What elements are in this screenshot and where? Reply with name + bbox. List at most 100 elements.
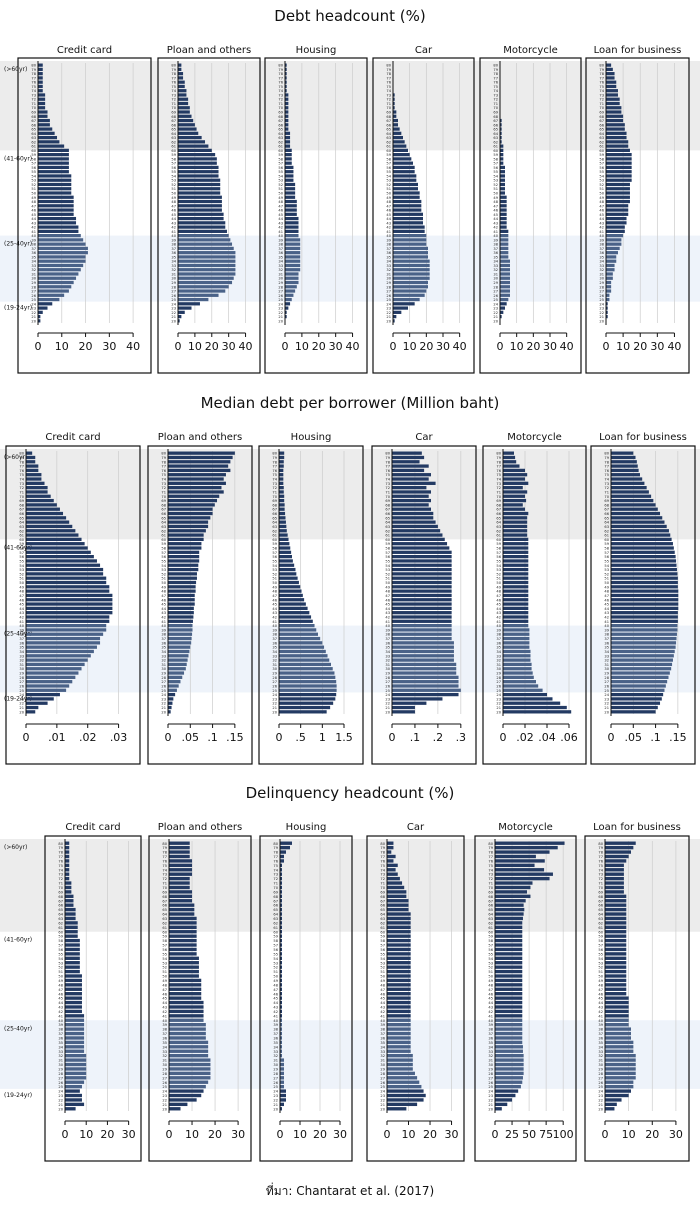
x-tick-label: 30 [436,340,450,353]
bar-age-80 [503,451,514,455]
bar-age-51 [280,969,282,974]
age-tick-label: 65 [31,128,36,132]
bar-age-31 [611,662,673,667]
bar-age-50 [393,191,420,195]
age-tick-label: 36 [496,641,501,645]
bar-age-47 [26,593,113,598]
bar-age-20 [178,319,180,323]
age-tick-label: 57 [493,162,498,166]
bar-age-43 [500,221,507,225]
bar-age-64 [178,131,199,135]
bar-age-22 [393,310,402,314]
bar-age-45 [285,212,297,216]
age-tick-label: 59 [162,935,167,939]
age-tick-label: 24 [171,302,176,306]
age-tick-label: 35 [58,1041,63,1045]
bar-age-39 [178,238,231,242]
age-tick-label: 60 [385,538,390,542]
bar-age-65 [392,516,434,520]
age-tick-label: 64 [385,521,390,525]
age-tick-label: 73 [278,93,283,97]
bar-age-69 [393,110,397,114]
age-tick-label: 52 [19,572,24,576]
bar-age-23 [178,306,192,310]
age-tick-label: 29 [58,1068,63,1072]
bar-age-34 [495,1045,523,1049]
panel-frame [148,835,252,1162]
bar-age-57 [495,943,523,947]
x-tick-label: 10 [293,1128,307,1141]
bar-age-63 [503,524,528,529]
bar-age-58 [279,546,291,550]
age-tick-label: 51 [161,577,166,581]
bar-age-37 [393,246,428,251]
bar-age-49 [65,978,82,983]
age-tick-label: 55 [31,170,36,174]
age-tick-label: 66 [598,904,603,908]
age-tick-label: 75 [599,85,604,89]
age-tick-label: 24 [278,302,283,306]
age-tick-label: 69 [273,890,278,894]
bar-age-70 [169,885,190,890]
bar-age-27 [65,1076,87,1080]
bar-age-23 [500,306,505,310]
age-tick-label: 74 [272,478,277,482]
age-tick-label: 57 [161,551,166,555]
age-tick-label: 33 [598,1050,603,1054]
age-tick-label: 43 [19,611,24,615]
age-tick-label: 27 [272,680,277,684]
age-tick-label: 79 [171,68,176,72]
bar-age-26 [393,293,425,297]
bar-age-65 [285,127,289,131]
age-tick-label: 27 [385,680,390,684]
age-tick-label: 56 [496,555,501,559]
age-tick-label: 55 [385,559,390,563]
age-tick-label: 75 [171,85,176,89]
age-tick-label: 72 [599,98,604,102]
bar-age-43 [26,611,113,615]
age-tick-label: 66 [493,123,498,127]
bar-age-69 [606,110,622,114]
age-tick-label: 78 [496,460,501,464]
bar-age-66 [178,123,195,127]
bar-age-34 [26,649,94,654]
age-tick-label: 25 [161,689,166,693]
bar-age-80 [38,63,43,67]
age-tick-label: 66 [19,512,24,516]
bar-age-21 [168,705,172,710]
age-tick-label: 59 [58,935,63,939]
age-tick-label: 64 [493,132,498,136]
bar-age-37 [26,636,101,641]
age-tick-label: 53 [599,179,604,183]
age-tick-label: 54 [58,957,63,961]
age-tick-label: 65 [161,516,166,520]
bar-age-25 [605,1084,634,1089]
age-tick-label: 62 [273,921,278,925]
bar-age-64 [500,131,502,135]
age-tick-label: 54 [386,174,391,178]
age-tick-label: 48 [496,590,501,594]
age-tick-label: 43 [493,221,498,225]
bar-age-29 [392,671,457,675]
age-tick-label: 70 [488,886,493,890]
age-tick-label: 73 [488,873,493,877]
bar-age-54 [503,563,529,567]
bar-age-49 [168,585,196,589]
bar-age-25 [606,297,610,302]
age-tick-label: 68 [162,895,167,899]
bar-age-56 [285,165,294,170]
age-tick-label: 55 [604,559,609,563]
age-tick-label: 61 [386,145,391,149]
age-tick-label: 66 [161,512,166,516]
age-tick-label: 22 [385,702,390,706]
age-tick-label: 20 [162,1107,167,1111]
bar-age-33 [392,654,454,658]
age-tick-label: 47 [272,594,277,598]
age-tick-label: 35 [19,646,24,650]
age-tick-label: 38 [162,1028,167,1032]
bar-age-61 [65,925,78,929]
age-tick-label: 71 [19,490,24,494]
age-tick-label: 61 [171,145,176,149]
age-tick-label: 66 [496,512,501,516]
bar-age-30 [392,667,457,671]
